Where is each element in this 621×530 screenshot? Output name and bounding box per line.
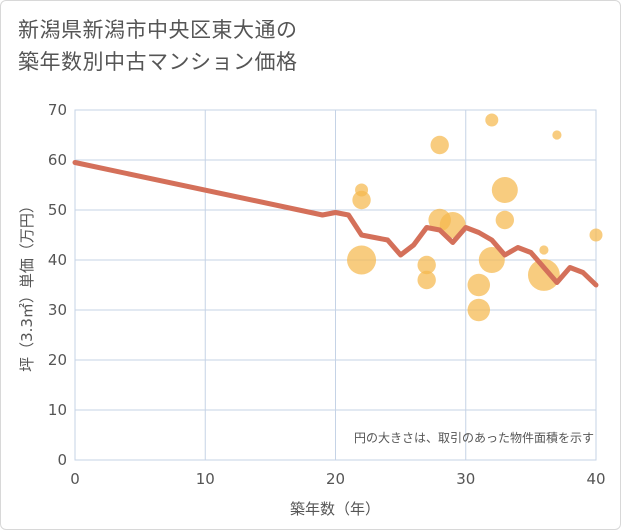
data-bubble bbox=[495, 210, 515, 230]
data-bubble bbox=[428, 208, 451, 232]
x-tick-label: 10 bbox=[196, 470, 215, 488]
data-bubble bbox=[539, 245, 549, 255]
y-tick-label: 50 bbox=[48, 201, 67, 219]
trend-layer bbox=[72, 160, 599, 288]
x-tick-labels: 0 10 20 30 40 bbox=[70, 470, 605, 488]
chart-title: 新潟県新潟市中央区東大通の 築年数別中古マンション価格 bbox=[18, 14, 298, 78]
data-bubble bbox=[485, 113, 499, 127]
data-bubble bbox=[355, 183, 369, 197]
x-tick-label: 40 bbox=[586, 470, 605, 488]
y-tick-labels: 0 10 20 30 40 50 60 70 bbox=[48, 101, 67, 469]
y-tick-label: 30 bbox=[48, 301, 67, 319]
y-tick-label: 0 bbox=[57, 451, 67, 469]
y-tick-label: 40 bbox=[48, 251, 67, 269]
trend-line bbox=[72, 160, 599, 288]
data-bubble bbox=[527, 259, 560, 291]
data-bubble bbox=[478, 247, 505, 273]
y-tick-label: 10 bbox=[48, 401, 67, 419]
x-tick-label: 20 bbox=[326, 470, 345, 488]
grid-lines bbox=[74, 109, 597, 461]
bubble-size-note: 円の大きさは、取引のあった物件面積を示す bbox=[354, 430, 594, 445]
data-bubble bbox=[430, 135, 449, 155]
data-bubble bbox=[417, 270, 436, 290]
chart-title-line-1: 新潟県新潟市中央区東大通の bbox=[18, 18, 298, 42]
bubble-layer bbox=[347, 113, 603, 322]
data-bubble bbox=[467, 273, 491, 297]
data-bubble bbox=[347, 245, 377, 275]
data-bubble bbox=[491, 177, 518, 203]
data-bubble bbox=[552, 130, 562, 140]
x-tick-label: 30 bbox=[456, 470, 475, 488]
data-bubble bbox=[352, 190, 371, 210]
y-axis-label: 坪（3.3㎡）単価（万円） bbox=[18, 198, 36, 372]
y-tick-label: 70 bbox=[48, 101, 67, 119]
x-axis-label: 築年数（年） bbox=[290, 500, 380, 518]
data-bubble bbox=[417, 255, 436, 275]
chart-title-line-2: 築年数別中古マンション価格 bbox=[18, 50, 298, 74]
y-tick-label: 60 bbox=[48, 151, 67, 169]
y-tick-label: 20 bbox=[48, 351, 67, 369]
x-tick-label: 0 bbox=[70, 470, 80, 488]
data-bubble bbox=[589, 228, 603, 242]
data-bubble bbox=[467, 298, 491, 322]
